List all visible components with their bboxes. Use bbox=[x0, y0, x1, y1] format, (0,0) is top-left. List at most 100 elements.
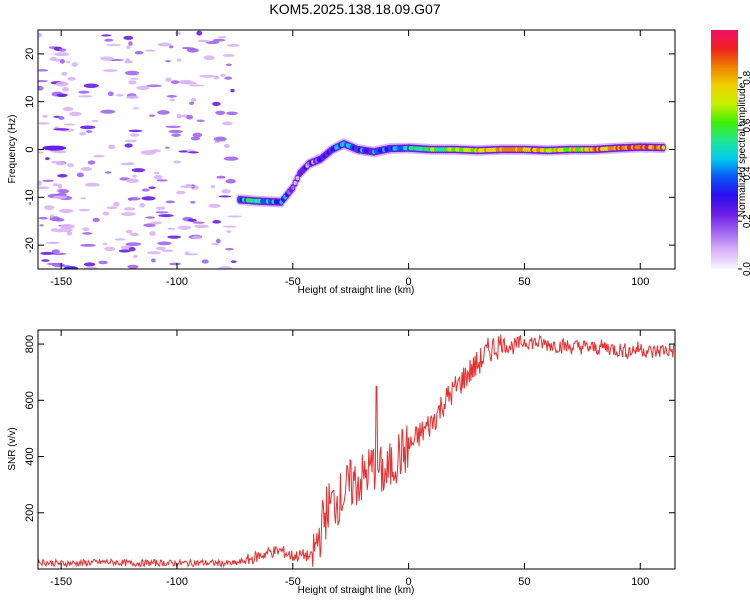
top-y-tick-label: -20 bbox=[24, 237, 36, 253]
top-x-axis-label: Height of straight line (km) bbox=[298, 285, 415, 296]
noise-blob bbox=[151, 258, 156, 263]
noise-blob bbox=[52, 195, 68, 199]
noise-blob bbox=[78, 95, 93, 98]
noise-blob bbox=[59, 223, 76, 229]
noise-blob bbox=[145, 216, 156, 219]
noise-blob bbox=[161, 249, 174, 252]
bottom-y-tick-label: 200 bbox=[24, 504, 36, 522]
ridge-core bbox=[291, 185, 295, 190]
noise-blob bbox=[45, 241, 61, 245]
noise-blob bbox=[52, 263, 66, 268]
noise-blob bbox=[225, 63, 232, 67]
ridge-core bbox=[293, 180, 297, 186]
noise-blob bbox=[141, 196, 156, 201]
noise-blob bbox=[58, 48, 67, 52]
noise-blob bbox=[126, 162, 135, 166]
noise-blob bbox=[155, 211, 169, 214]
noise-blob bbox=[115, 93, 124, 97]
noise-blob bbox=[129, 232, 140, 237]
noise-blob bbox=[79, 132, 87, 136]
bottom-x-tick-label: -150 bbox=[50, 576, 72, 588]
noise-blob bbox=[215, 110, 226, 115]
noise-blob bbox=[51, 249, 61, 253]
noise-blob bbox=[170, 80, 180, 84]
noise-blob bbox=[222, 54, 235, 57]
noise-blob bbox=[128, 129, 143, 133]
noise-blob bbox=[227, 215, 242, 218]
noise-blob bbox=[56, 93, 68, 98]
noise-blob bbox=[175, 31, 181, 36]
noise-blob bbox=[218, 195, 232, 198]
top-x-tick-label: 50 bbox=[518, 276, 530, 288]
top-x-tick-label: 100 bbox=[631, 276, 649, 288]
noise-blob bbox=[194, 224, 209, 229]
noise-blob bbox=[104, 171, 112, 174]
noise-blob bbox=[155, 246, 166, 250]
noise-blob bbox=[100, 56, 114, 61]
noise-blob bbox=[153, 171, 160, 175]
noise-blob bbox=[124, 70, 140, 76]
noise-blob bbox=[149, 231, 156, 236]
noise-blob bbox=[230, 260, 237, 264]
bottom-x-tick-label: 0 bbox=[406, 576, 412, 588]
noise-blob bbox=[223, 144, 231, 149]
noise-blob bbox=[67, 163, 75, 168]
noise-blob bbox=[130, 77, 139, 80]
bottom-y-tick-label: 400 bbox=[24, 447, 36, 465]
noise-blob bbox=[205, 40, 220, 45]
noise-blob bbox=[169, 98, 175, 102]
noise-blob bbox=[114, 238, 126, 241]
noise-blob bbox=[222, 121, 233, 126]
noise-blob bbox=[102, 211, 110, 216]
noise-blob bbox=[84, 182, 100, 187]
noise-blob bbox=[149, 114, 156, 117]
noise-blob bbox=[38, 32, 43, 38]
bottom-y-axis: 200 400 600 800 bbox=[24, 335, 675, 522]
noise-blob bbox=[44, 205, 55, 211]
noise-blob bbox=[164, 60, 172, 63]
noise-blob bbox=[128, 80, 137, 85]
noise-blob bbox=[224, 76, 233, 80]
noise-blob bbox=[61, 71, 68, 76]
noise-blob bbox=[214, 140, 220, 144]
noise-blob bbox=[69, 111, 82, 117]
noise-blob bbox=[178, 150, 188, 153]
noise-blob bbox=[63, 123, 76, 126]
noise-blob bbox=[157, 241, 172, 246]
noise-blob bbox=[212, 38, 226, 42]
noise-blob bbox=[71, 62, 78, 67]
noise-blob bbox=[125, 229, 133, 234]
noise-blob bbox=[80, 197, 87, 200]
noise-blob bbox=[124, 143, 133, 148]
noise-blob bbox=[190, 200, 196, 204]
noise-blob bbox=[213, 136, 227, 142]
top-y-tick-label: -10 bbox=[24, 189, 36, 205]
noise-blob bbox=[83, 83, 99, 89]
noise-blob bbox=[54, 150, 67, 154]
noise-blob bbox=[105, 43, 122, 46]
noise-blob bbox=[155, 206, 166, 210]
noise-blob bbox=[226, 43, 240, 47]
noise-blob bbox=[136, 85, 150, 91]
noise-blob bbox=[38, 122, 50, 125]
noise-blob bbox=[146, 251, 162, 255]
noise-blob bbox=[197, 39, 210, 43]
noise-blob bbox=[113, 201, 120, 207]
noise-blob bbox=[82, 227, 90, 231]
noise-blob bbox=[100, 109, 116, 114]
noise-blob bbox=[91, 119, 99, 123]
noise-blob bbox=[177, 225, 192, 230]
noise-blob bbox=[224, 248, 234, 251]
noise-blob bbox=[196, 30, 203, 36]
noise-blob bbox=[208, 203, 221, 208]
noise-blob bbox=[176, 58, 182, 62]
noise-blob bbox=[51, 252, 67, 256]
noise-blob bbox=[212, 220, 222, 224]
noise-blob bbox=[98, 260, 108, 265]
noise-blob bbox=[192, 132, 203, 138]
noise-blob bbox=[201, 259, 209, 264]
noise-blob bbox=[165, 77, 172, 82]
colorbar-tick-label: 0.2 bbox=[742, 214, 750, 228]
noise-blob bbox=[41, 259, 50, 262]
